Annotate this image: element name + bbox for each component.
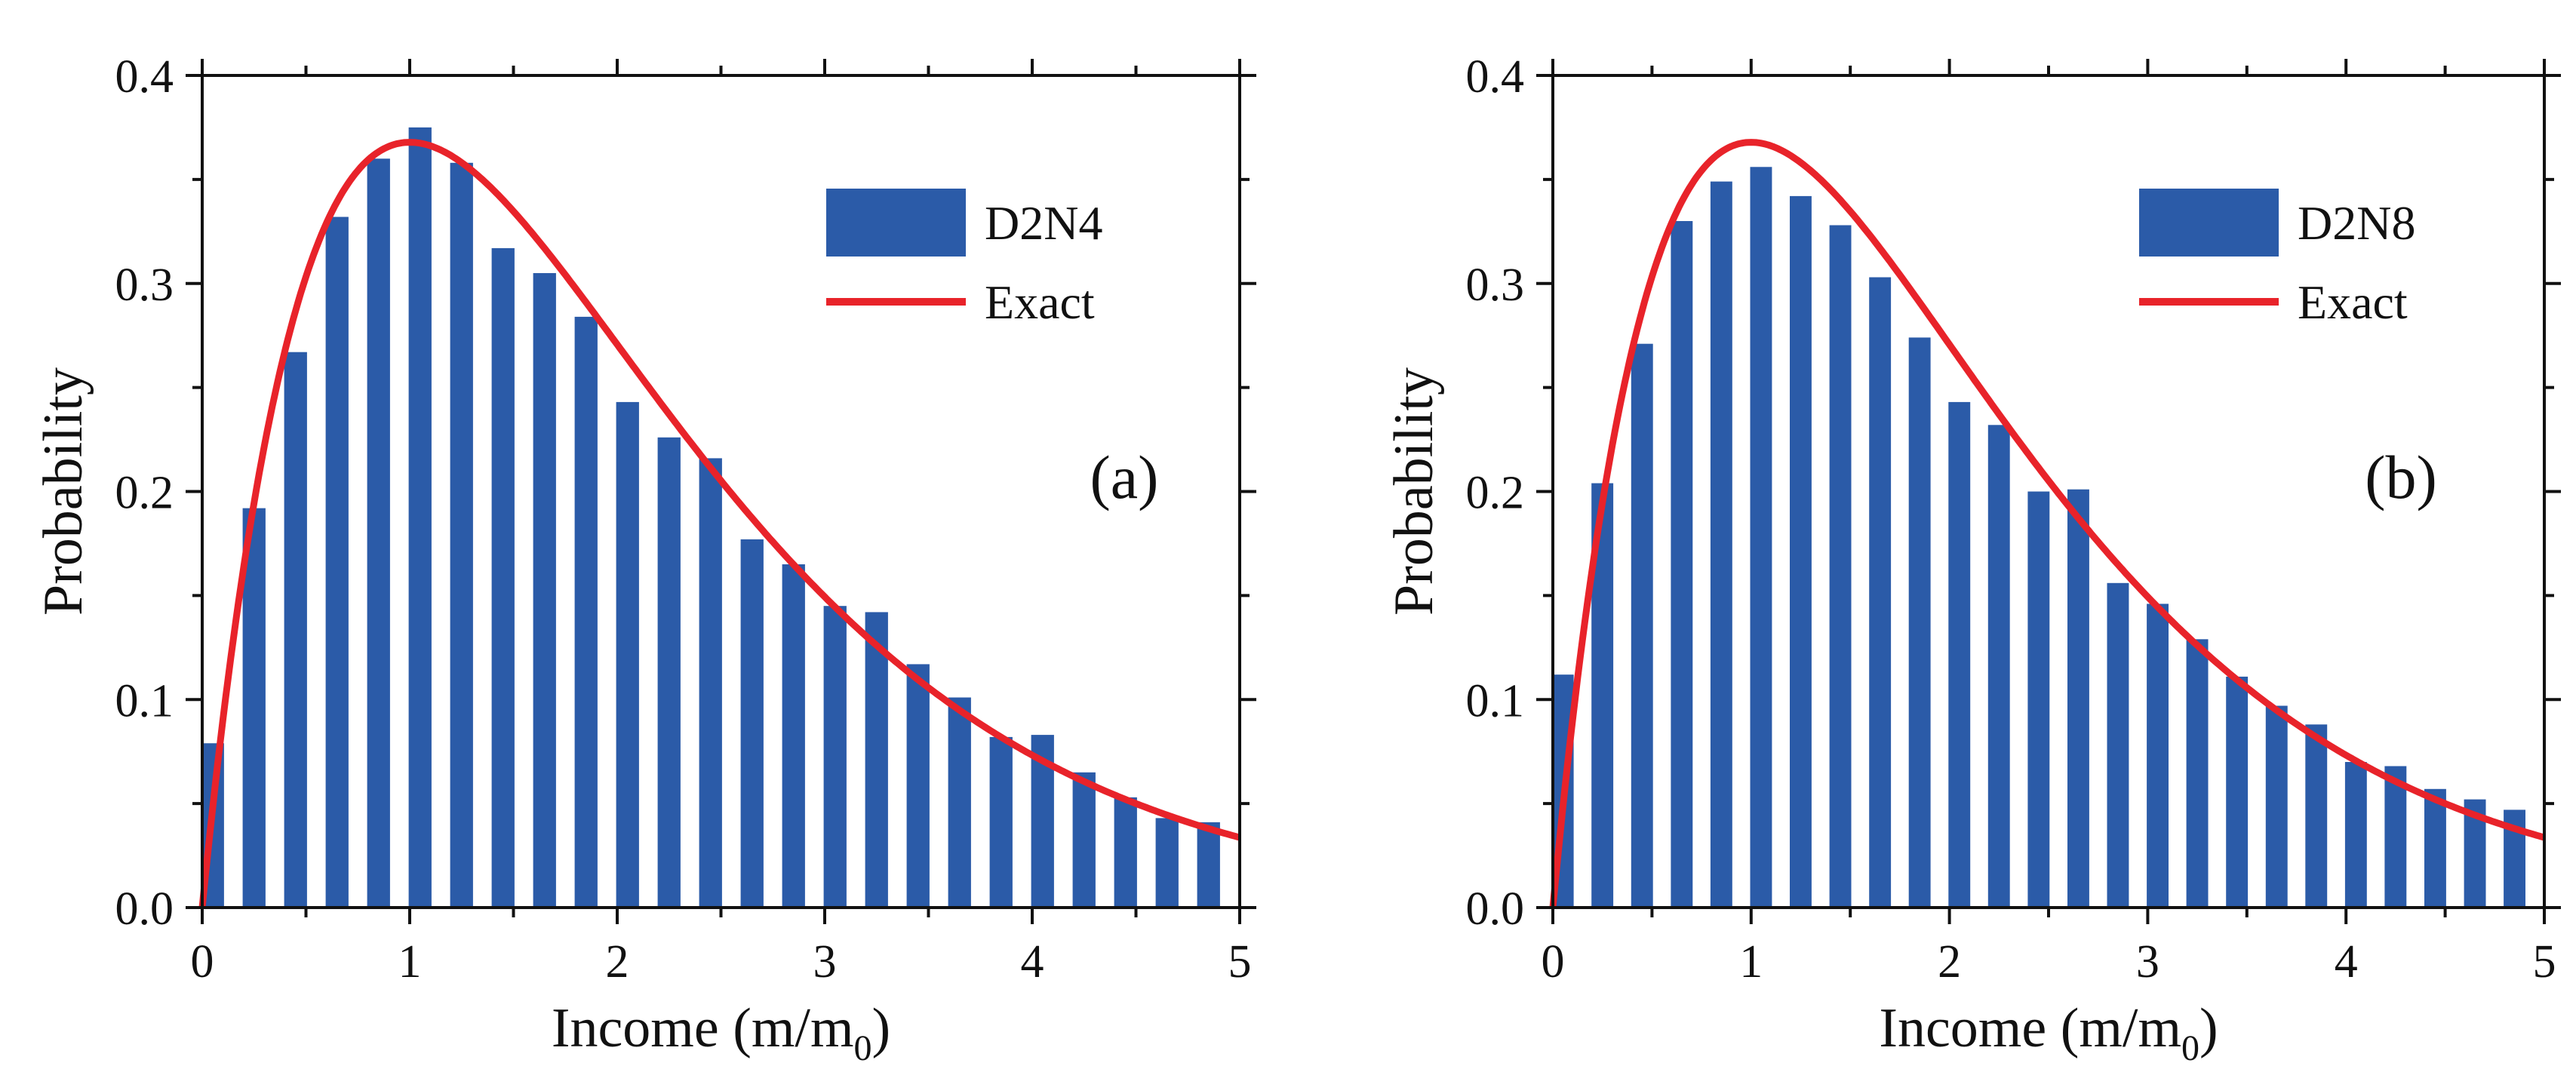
bar bbox=[2265, 705, 2288, 908]
y-tick-label: 0.1 bbox=[115, 675, 174, 727]
legend: D2N8 Exact bbox=[2139, 189, 2415, 329]
bar bbox=[1829, 225, 1852, 908]
legend: D2N4 Exact bbox=[826, 189, 1102, 329]
x-axis: 0 1 2 3 4 5 bbox=[1542, 59, 2556, 988]
bar bbox=[2067, 489, 2089, 908]
bar bbox=[2344, 762, 2367, 908]
y-tick-label: 0.2 bbox=[1466, 468, 1525, 519]
bar bbox=[284, 352, 307, 908]
bar bbox=[1671, 221, 1693, 908]
x-tick-label: 2 bbox=[606, 936, 629, 988]
legend-label-bars: D2N8 bbox=[2298, 196, 2415, 250]
bar bbox=[408, 127, 432, 908]
legend-swatch-bar bbox=[2139, 189, 2279, 257]
y-tick-label: 0.4 bbox=[1466, 51, 1525, 103]
x-axis-title: Income (m/m0) bbox=[552, 997, 890, 1066]
y-axis-title: Probability bbox=[32, 367, 94, 616]
bar bbox=[2186, 639, 2209, 908]
y-tick-label: 0.0 bbox=[115, 883, 174, 935]
y-axis-title: Probability bbox=[1383, 367, 1445, 616]
x-tick-label: 3 bbox=[813, 936, 837, 988]
legend-swatch-bar bbox=[826, 189, 966, 257]
bar bbox=[1750, 167, 1772, 908]
bar bbox=[823, 606, 847, 908]
x-tick-label: 1 bbox=[1739, 936, 1763, 988]
panel-label: (a) bbox=[1090, 443, 1158, 511]
bar bbox=[1948, 401, 1971, 908]
bar bbox=[948, 697, 971, 908]
bar bbox=[1631, 343, 1653, 908]
bar bbox=[1072, 772, 1096, 908]
bar bbox=[989, 736, 1013, 908]
exact-curve bbox=[1549, 139, 2546, 908]
bar bbox=[242, 508, 266, 908]
bar-series bbox=[1551, 167, 2525, 908]
bar bbox=[616, 401, 639, 908]
bar bbox=[2424, 788, 2446, 908]
bar bbox=[325, 217, 349, 908]
x-axis: 0 1 2 3 4 5 bbox=[191, 59, 1252, 988]
y-axis: 0.0 0.1 0.2 0.3 0.4 bbox=[115, 51, 1256, 935]
bar bbox=[2027, 491, 2050, 908]
bar bbox=[1197, 822, 1220, 908]
bar-series bbox=[201, 127, 1220, 908]
bar bbox=[1155, 818, 1179, 908]
legend-label-exact: Exact bbox=[985, 275, 1095, 329]
y-tick-label: 0.2 bbox=[115, 468, 174, 519]
legend-label-exact: Exact bbox=[2298, 275, 2408, 329]
bar bbox=[2305, 724, 2328, 908]
bar bbox=[782, 564, 805, 908]
x-tick-label: 0 bbox=[191, 936, 214, 988]
bar bbox=[906, 664, 930, 908]
x-axis-title-suffix: ) bbox=[872, 997, 891, 1059]
x-tick-label: 5 bbox=[2533, 936, 2556, 988]
bar bbox=[2147, 604, 2169, 908]
x-axis-title: Income (m/m0) bbox=[1879, 997, 2218, 1066]
bar bbox=[699, 458, 722, 908]
bar bbox=[1114, 797, 1137, 908]
x-axis-title-subscript: 0 bbox=[854, 1028, 872, 1066]
x-tick-label: 4 bbox=[1021, 936, 1044, 988]
bar bbox=[1869, 277, 1892, 908]
exact-curve bbox=[198, 139, 1241, 908]
bar bbox=[450, 162, 473, 908]
x-tick-label: 4 bbox=[2335, 936, 2358, 988]
bar bbox=[740, 539, 764, 908]
bar bbox=[657, 437, 681, 908]
bar bbox=[1987, 425, 2010, 908]
bar bbox=[1710, 181, 1732, 908]
x-axis-title-suffix: ) bbox=[2199, 997, 2218, 1059]
bar bbox=[574, 316, 598, 908]
y-tick-label: 0.4 bbox=[115, 51, 174, 103]
y-axis: 0.0 0.1 0.2 0.3 0.4 bbox=[1466, 51, 2561, 935]
x-tick-label: 1 bbox=[398, 936, 422, 988]
y-tick-label: 0.0 bbox=[1466, 883, 1525, 935]
panel-label: (b) bbox=[2365, 443, 2437, 511]
x-tick-label: 2 bbox=[1938, 936, 1961, 988]
x-tick-label: 3 bbox=[2136, 936, 2159, 988]
y-tick-label: 0.1 bbox=[1466, 675, 1525, 727]
x-tick-label: 5 bbox=[1228, 936, 1252, 988]
x-axis-title-main: Income (m/m bbox=[552, 997, 854, 1059]
legend-label-bars: D2N4 bbox=[985, 196, 1102, 250]
y-tick-label: 0.3 bbox=[115, 260, 174, 311]
y-tick-label: 0.3 bbox=[1466, 260, 1525, 311]
bar bbox=[2384, 766, 2407, 908]
bar bbox=[1790, 195, 1812, 908]
bar bbox=[367, 158, 390, 908]
bar bbox=[533, 273, 556, 908]
bar bbox=[2107, 582, 2129, 908]
bar bbox=[491, 247, 515, 908]
bar bbox=[865, 612, 888, 908]
x-tick-label: 0 bbox=[1542, 936, 1565, 988]
x-axis-title-main: Income (m/m bbox=[1879, 997, 2181, 1059]
bar bbox=[2226, 676, 2249, 908]
bar bbox=[1908, 337, 1931, 908]
x-axis-title-subscript: 0 bbox=[2181, 1028, 2199, 1066]
